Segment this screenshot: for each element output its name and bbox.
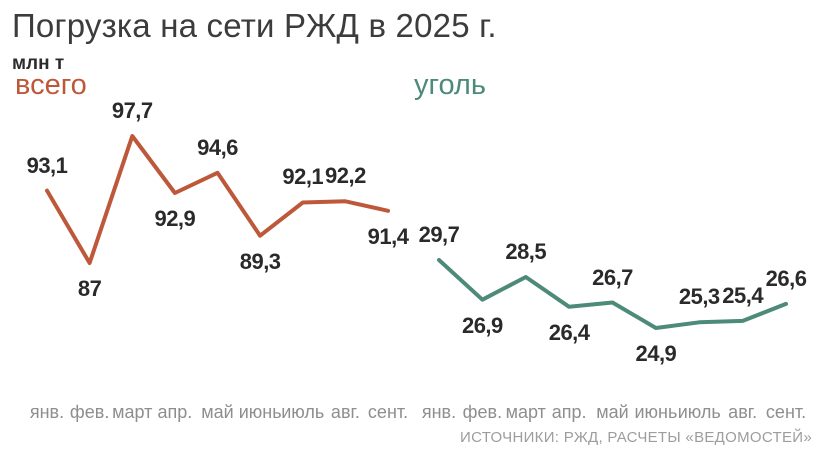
total-value-label: 94,6 <box>197 134 238 160</box>
total-value-label: 89,3 <box>239 248 281 274</box>
coal-line <box>437 258 788 330</box>
total-value-label: 93,1 <box>26 152 68 178</box>
coal-axis-month: янв. <box>421 402 457 422</box>
coal-value-label: 26,7 <box>592 264 633 290</box>
series-label-total: всего <box>15 69 87 101</box>
coal-value-label: 28,5 <box>505 239 547 264</box>
total-value-label: 87 <box>77 276 102 301</box>
coal-value-label: 25,4 <box>722 282 764 308</box>
coal-axis-month: март <box>505 402 546 422</box>
chart-title: Погрузка на сети РЖД в 2025 г. <box>12 7 497 44</box>
total-axis-month: фев. <box>69 402 110 422</box>
coal-axis-month: апр. <box>551 402 587 422</box>
total-value-label: 92,2 <box>324 163 366 189</box>
total-axis-month: июль <box>281 402 325 422</box>
total-axis-month: май <box>201 402 234 422</box>
total-line <box>45 134 390 265</box>
total-value-label: 91,4 <box>367 223 409 249</box>
coal-value-label: 26,4 <box>548 319 590 345</box>
coal-value-label: 29,7 <box>418 222 460 247</box>
coal-axis-month: авг. <box>728 402 758 422</box>
coal-value-label: 26,9 <box>461 312 503 338</box>
total-axis-month: апр. <box>157 402 193 422</box>
coal-axis-month: июнь <box>634 402 678 422</box>
total-axis-month: март <box>112 402 153 422</box>
series-label-coal: уголь <box>414 69 486 101</box>
coal-value-label: 24,9 <box>635 341 677 366</box>
coal-axis-month: сент. <box>765 402 807 422</box>
coal-axis-month: июль <box>677 402 721 422</box>
total-axis-month: июнь <box>238 402 282 422</box>
total-value-label: 92,1 <box>282 164 324 190</box>
coal-axis-month: фев. <box>462 402 503 422</box>
coal-axis-month: май <box>596 402 629 422</box>
total-value-label: 92,9 <box>154 205 196 231</box>
total-axis-month: янв. <box>29 402 65 422</box>
source-note: ИСТОЧНИКИ: РЖД, РАСЧЕТЫ «ВЕДОМОСТЕЙ» <box>460 429 812 446</box>
total-axis-month: сент. <box>367 402 409 422</box>
coal-value-label: 26,6 <box>765 265 807 291</box>
coal-value-label: 25,3 <box>678 284 720 310</box>
total-axis-month: авг. <box>330 402 360 422</box>
total-value-label: 97,7 <box>111 98 153 123</box>
units-label: млн т <box>12 53 65 74</box>
